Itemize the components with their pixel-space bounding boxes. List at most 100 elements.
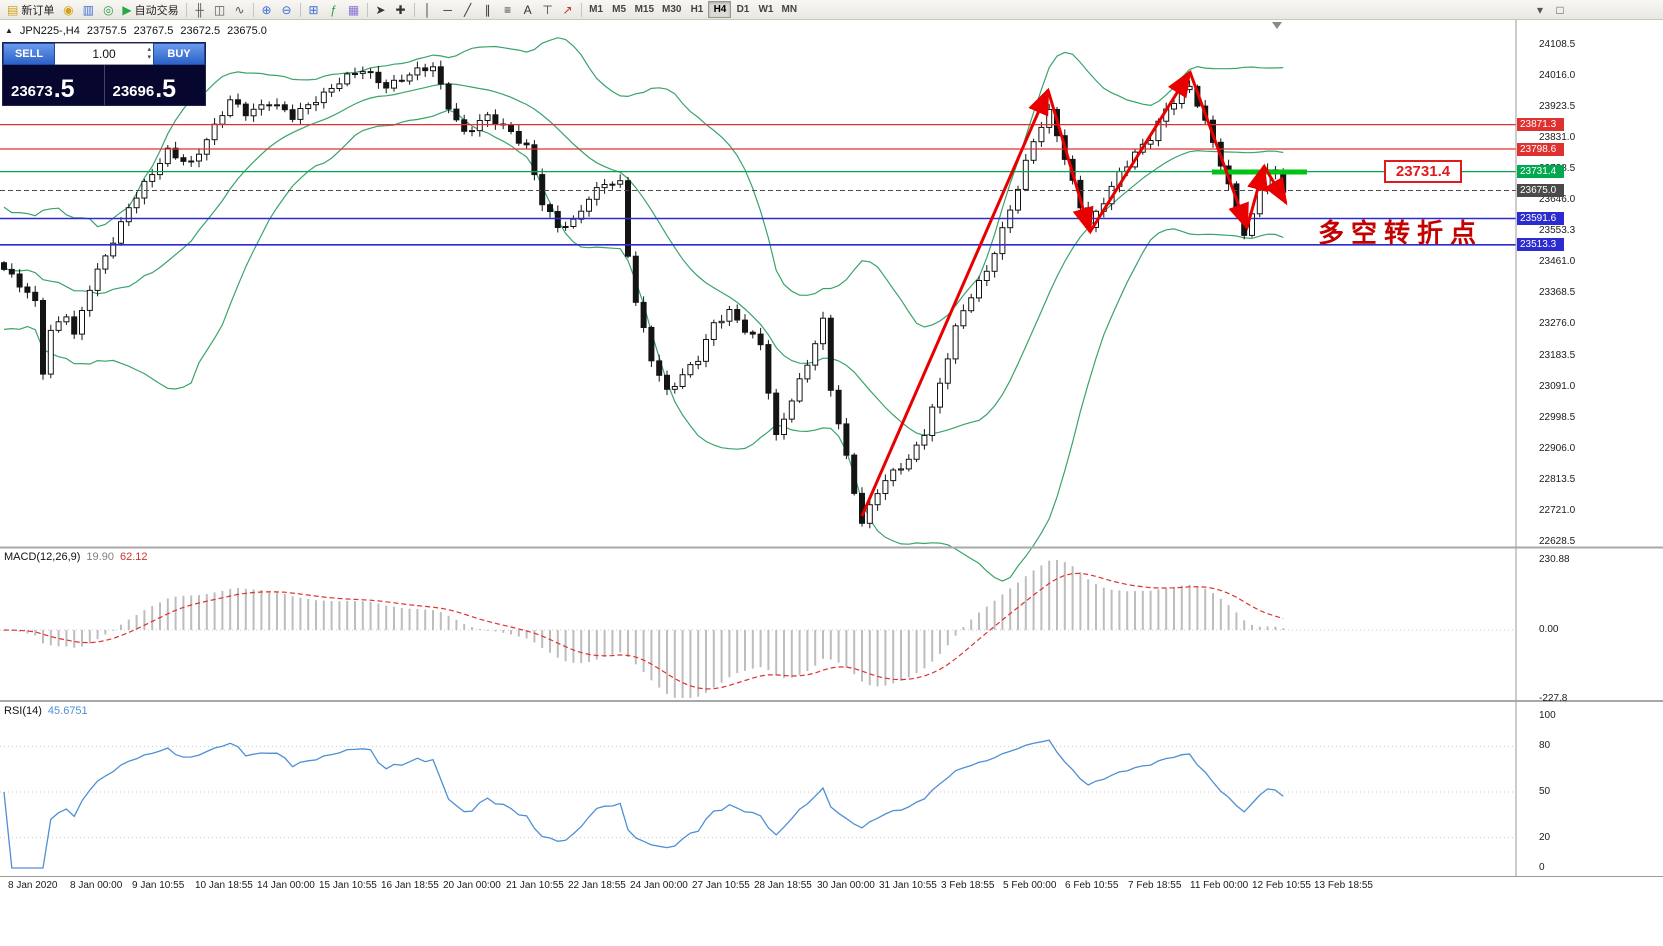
toolbar: ▤ 新订单 ◉ ▥ ◎ ▶ 自动交易 ╫ ◫ ∿ ⊕ ⊖ ⊞ ƒ ▦ ➤ ✚ │ ─ ╱ ∥ ≡ A ⊤ ↗ M1 M5 M15 M30… [0, 0, 1663, 20]
navigator-icon: ◎ [103, 2, 114, 17]
price-tag-23675.0: 23675.0 [1517, 184, 1564, 197]
timeframe-h4-button[interactable]: H4 [708, 1, 732, 18]
trend-arrow[interactable] [1188, 71, 1249, 231]
volume-down-button[interactable]: ▾ [147, 54, 151, 61]
trend-arrow[interactable] [1245, 163, 1268, 229]
price-annotation-box[interactable]: 23731.4 [1384, 160, 1462, 183]
bar-chart-button[interactable]: ╫ [190, 1, 210, 19]
trend-arrow[interactable] [1046, 89, 1094, 235]
data-window-button[interactable]: ▥ [78, 1, 98, 19]
time-axis-label: 28 Jan 18:55 [754, 880, 812, 891]
timeframe-w1-button[interactable]: W1 [758, 4, 774, 15]
market-watch-icon: ◉ [63, 2, 74, 17]
time-axis-label: 15 Jan 10:55 [319, 880, 377, 891]
auto-trading-icon: ▶ [122, 2, 132, 17]
data-window-icon: ▥ [82, 2, 95, 17]
fibonacci-button[interactable]: ≡ [498, 1, 518, 19]
price-axis-label: 22721.0 [1539, 505, 1576, 516]
timeframe-d1-button[interactable]: D1 [736, 4, 750, 15]
cursor-button[interactable]: ➤ [371, 1, 391, 19]
price-axis-label: 22906.0 [1539, 443, 1576, 454]
market-watch-button[interactable]: ◉ [58, 1, 78, 19]
text-icon: A [523, 2, 532, 17]
timeframe-m1-button[interactable]: M1 [589, 4, 604, 15]
auto-trading-button[interactable]: ▶ 自动交易 [118, 1, 182, 19]
toolbar-separator [299, 2, 301, 17]
indicators-button[interactable]: ƒ [324, 1, 344, 19]
horizontal-line-button[interactable]: ─ [438, 1, 458, 19]
new-order-icon: ▤ [7, 2, 19, 17]
time-axis[interactable]: 8 Jan 2020 8 Jan 00:00 9 Jan 10:55 10 Jan 1… [0, 878, 1663, 896]
timeframe-mn-button[interactable]: MN [781, 4, 798, 15]
turning-point-label[interactable]: 多空转折点 [1318, 218, 1484, 248]
toolbar-separator [413, 2, 415, 17]
cursor-icon: ➤ [375, 2, 386, 17]
time-axis-label: 5 Feb 00:00 [1003, 880, 1057, 891]
zoom-out-icon: ⊖ [281, 2, 292, 17]
one-click-trading-prices: 23673.5 23696.5 [3, 65, 205, 105]
price-axis-label: 23831.0 [1539, 132, 1576, 143]
symbol-marker-icon[interactable]: ▲ [5, 26, 13, 35]
time-axis-label: 13 Feb 18:55 [1314, 880, 1373, 891]
navigator-button[interactable]: ◎ [98, 1, 118, 19]
macd-axis-label: 0.00 [1539, 624, 1559, 635]
toolbar-right-group: ▾ □ [1530, 1, 1570, 19]
sell-price-pips: .5 [53, 75, 75, 103]
sell-price-main: 23673 [11, 83, 53, 100]
auto-trading-button-label: 自动交易 [134, 4, 179, 17]
timeframe-m5-button[interactable]: M5 [612, 4, 627, 15]
time-axis-label: 14 Jan 00:00 [257, 880, 315, 891]
trend-arrow[interactable] [860, 87, 1050, 517]
vertical-line-button[interactable]: │ [418, 1, 438, 19]
dropdown-button[interactable]: ▾ [1530, 1, 1550, 19]
price-tag-23591.6: 23591.6 [1517, 212, 1564, 225]
text-button[interactable]: A [518, 1, 538, 19]
buy-price-pips: .5 [155, 75, 177, 103]
time-axis-label: 10 Jan 18:55 [195, 880, 253, 891]
price-tag-23731.4: 23731.4 [1517, 165, 1564, 178]
toolbar-separator [252, 2, 254, 17]
price-axis-label: 23646.0 [1539, 194, 1576, 205]
zoom-in-button[interactable]: ⊕ [257, 1, 277, 19]
time-axis-label: 16 Jan 18:55 [381, 880, 439, 891]
trend-arrow[interactable] [1262, 165, 1288, 206]
timeframe-h1-button[interactable]: H1 [690, 4, 704, 15]
price-axis-label: 22813.5 [1539, 474, 1576, 485]
tile-windows-button[interactable]: ⊞ [304, 1, 324, 19]
arrow-tools-icon: ↗ [562, 2, 573, 17]
arrow-tools-button[interactable]: ↗ [558, 1, 578, 19]
candlestick-chart-button[interactable]: ◫ [210, 1, 230, 19]
time-axis-label: 7 Feb 18:55 [1128, 880, 1182, 891]
timeframe-m30-button[interactable]: M30 [662, 4, 682, 15]
volume-value: 1.00 [92, 47, 116, 61]
volume-input[interactable]: 1.00 ▴ ▾ [55, 43, 153, 65]
chart-shift-marker[interactable] [1272, 22, 1282, 29]
time-axis-label: 8 Jan 00:00 [70, 880, 123, 891]
timeframe-m15-button[interactable]: M15 [634, 4, 655, 15]
trend-arrow[interactable] [1088, 69, 1192, 233]
templates-button[interactable]: ▦ [344, 1, 364, 19]
channel-button[interactable]: ∥ [478, 1, 498, 19]
line-chart-icon: ∿ [234, 2, 245, 17]
buy-button[interactable]: BUY [153, 43, 205, 65]
volume-up-button[interactable]: ▴ [147, 46, 151, 53]
channel-icon: ∥ [484, 2, 491, 17]
macd-histogram [3, 560, 1285, 698]
time-axis-label: 20 Jan 00:00 [443, 880, 501, 891]
macd-axis-label: -227.8 [1539, 693, 1568, 704]
label-button[interactable]: ⊤ [538, 1, 558, 19]
line-chart-button[interactable]: ∿ [230, 1, 250, 19]
price-axis-label: 23091.0 [1539, 381, 1576, 392]
price-axis-label: 24108.5 [1539, 39, 1576, 50]
time-axis-label: 11 Feb 00:00 [1190, 880, 1249, 891]
trendline-button[interactable]: ╱ [458, 1, 478, 19]
sell-price: 23673.5 [3, 65, 104, 105]
price-axis-label: 24016.0 [1539, 70, 1576, 81]
sell-button[interactable]: SELL [3, 43, 55, 65]
new-order-button[interactable]: ▤ 新订单 [3, 1, 58, 19]
restore-window-button[interactable]: □ [1550, 1, 1570, 19]
zoom-out-button[interactable]: ⊖ [277, 1, 297, 19]
crosshair-button[interactable]: ✚ [391, 1, 411, 19]
